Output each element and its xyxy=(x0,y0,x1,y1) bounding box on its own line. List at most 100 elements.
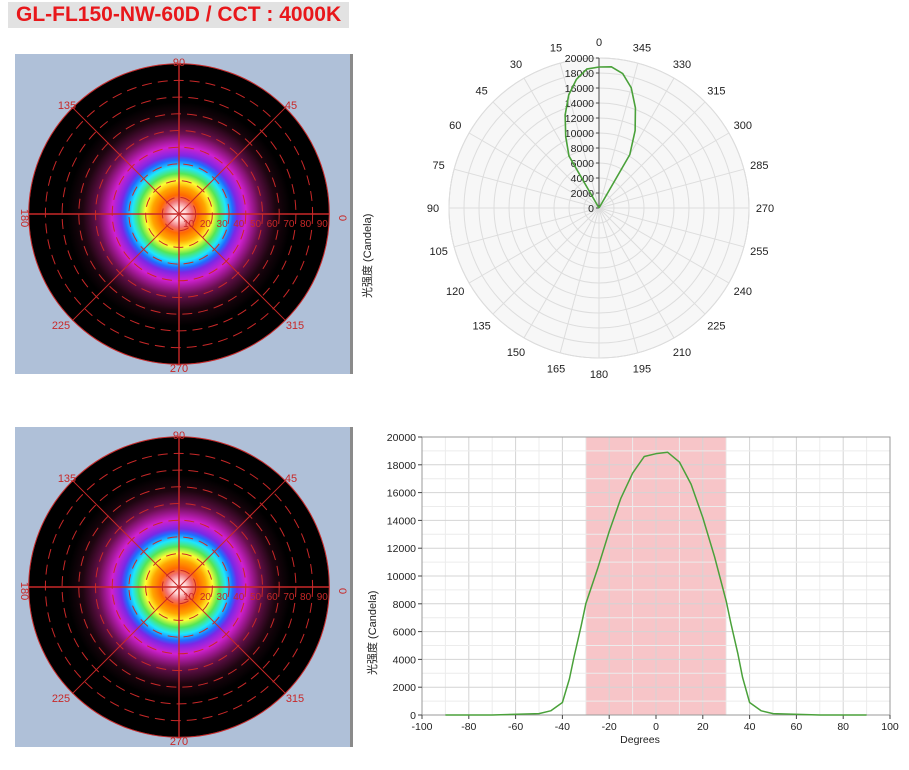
angle-label: 45 xyxy=(285,473,297,485)
polar-spoke xyxy=(559,207,600,354)
radial-label: 30 xyxy=(217,219,229,230)
polar-radial-tick-label: 18000 xyxy=(565,68,594,80)
polar-spoke xyxy=(598,207,745,248)
radial-label: 80 xyxy=(300,592,312,603)
side-label-holder: 光强度 (Candela) xyxy=(360,214,374,298)
polar-angle-label: 345 xyxy=(633,43,651,55)
side-axis-label: 光强度 (Candela) xyxy=(360,214,374,298)
isolux-diagram-bottom: 90 45 0 315 270 225 180 135 10 20 30 40 50 60 70 80 90 xyxy=(15,427,353,747)
polar-spoke xyxy=(598,168,745,209)
radial-label: 30 xyxy=(217,592,229,603)
radial-label: 10 xyxy=(183,592,195,603)
polar-radial-tick-label: 8000 xyxy=(571,143,595,155)
x-tick-label: 0 xyxy=(653,721,659,733)
polar-angle-label: 45 xyxy=(475,86,487,98)
radial-label: 60 xyxy=(267,592,279,603)
page-title: GL-FL150-NW-60D / CCT : 4000K xyxy=(8,2,350,28)
spoke-45 xyxy=(178,107,286,215)
radial-label: 50 xyxy=(250,219,262,230)
polar-series-line xyxy=(564,65,637,209)
polar-angle-label: 195 xyxy=(633,363,651,375)
intensity-line-chart: -100 -80 -60 -40 -20 0 20 40 60 80 100 0 2000 4000 600… xyxy=(365,432,899,746)
x-tick-label: 80 xyxy=(837,721,849,733)
polar-angle-label: 135 xyxy=(472,320,490,332)
radial-label: 20 xyxy=(200,592,212,603)
y-tick-label: 2000 xyxy=(393,682,417,694)
radial-label: 90 xyxy=(317,219,329,230)
angle-label: 270 xyxy=(170,363,188,374)
polar-angle-label: 210 xyxy=(673,347,691,359)
polar-spoke xyxy=(598,207,706,315)
spoke-225 xyxy=(72,586,180,694)
polar-radial-tick-label: 10000 xyxy=(565,128,594,140)
radial-label: 40 xyxy=(233,219,245,230)
angle-label: 225 xyxy=(52,693,70,705)
polar-angle-label: 60 xyxy=(449,120,461,132)
spoke-315 xyxy=(178,213,286,321)
polar-angle-label: 330 xyxy=(673,59,691,71)
polar-angle-label: 240 xyxy=(734,286,752,298)
polar-spoke xyxy=(453,168,600,209)
polar-spoke xyxy=(598,101,706,209)
radial-label: 50 xyxy=(250,592,262,603)
diagram-border xyxy=(350,54,353,374)
angle-label: 315 xyxy=(286,320,304,332)
isolux-diagram-top: 90 45 0 315 270 225 180 135 10 20 30 40 50 60 70 80 90 xyxy=(15,54,353,374)
polar-angle-label: 300 xyxy=(734,120,752,132)
polar-angle-label: 0 xyxy=(596,38,602,49)
polar-spoke xyxy=(492,207,600,315)
y-tick-label: 20000 xyxy=(387,432,416,444)
radial-label: 70 xyxy=(283,592,295,603)
ring-90 xyxy=(28,63,330,365)
angle-label: 135 xyxy=(58,473,76,485)
spoke-45 xyxy=(178,480,286,588)
angle-label: 180 xyxy=(18,582,30,600)
y-tick-label: 4000 xyxy=(393,654,417,666)
polar-radial-tick-label: 6000 xyxy=(571,158,595,170)
polar-spoke xyxy=(523,207,600,339)
radial-label: 40 xyxy=(233,592,245,603)
angle-label: 90 xyxy=(173,430,185,442)
angle-label: 180 xyxy=(18,209,30,227)
radial-label: 60 xyxy=(267,219,279,230)
x-tick-label: -20 xyxy=(602,721,617,733)
polar-angle-label: 255 xyxy=(750,246,768,258)
diagram-border xyxy=(350,427,353,747)
polar-spoke xyxy=(468,132,600,209)
polar-spoke xyxy=(598,207,730,284)
y-axis-title: 光强度 (Candela) xyxy=(365,591,379,675)
radial-label: 90 xyxy=(317,592,329,603)
y-tick-label: 10000 xyxy=(387,571,416,583)
x-axis-title: Degrees xyxy=(620,734,660,746)
radial-label: 10 xyxy=(183,219,195,230)
angle-label: 0 xyxy=(336,215,348,221)
polar-spoke xyxy=(468,207,600,284)
spoke-225 xyxy=(72,213,180,321)
angle-label: 45 xyxy=(285,100,297,112)
y-tick-label: 18000 xyxy=(387,460,416,472)
polar-spoke xyxy=(598,132,730,209)
polar-spoke xyxy=(559,62,600,209)
y-tick-label: 8000 xyxy=(393,599,417,611)
radial-label: 80 xyxy=(300,219,312,230)
y-tick-label: 12000 xyxy=(387,543,416,555)
polar-angle-label: 120 xyxy=(446,286,464,298)
polar-radial-tick-label: 14000 xyxy=(565,98,594,110)
spoke-315 xyxy=(178,586,286,694)
polar-angle-label: 315 xyxy=(707,86,725,98)
angle-label: 225 xyxy=(52,320,70,332)
y-tick-label: 16000 xyxy=(387,488,416,500)
polar-angle-label: 90 xyxy=(427,203,439,215)
angle-label: 135 xyxy=(58,100,76,112)
polar-angle-label: 285 xyxy=(750,160,768,172)
polar-angle-label: 30 xyxy=(510,59,522,71)
polar-angle-label: 270 xyxy=(756,203,774,215)
polar-angle-label: 225 xyxy=(707,320,725,332)
intensity-series-line xyxy=(445,451,867,716)
ring-90 xyxy=(28,436,330,738)
x-tick-label: -60 xyxy=(508,721,523,733)
polar-spoke xyxy=(453,207,600,248)
polar-angle-label: 15 xyxy=(550,43,562,55)
spoke-135 xyxy=(72,107,180,215)
polar-radial-tick-label: 0 xyxy=(588,203,594,215)
